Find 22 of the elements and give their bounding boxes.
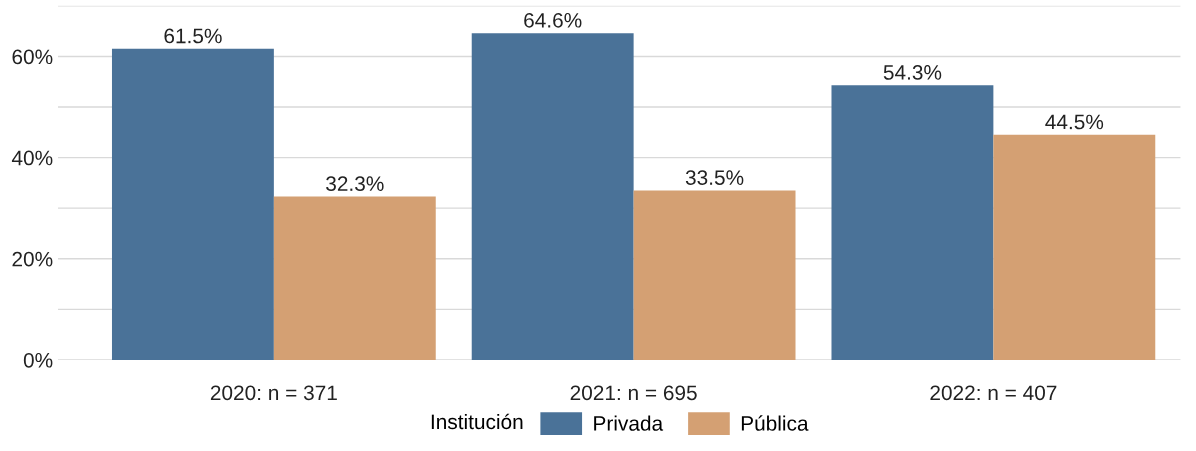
x-tick-label: 2021: n = 695 [570, 385, 697, 401]
data-label: 44.5% [1045, 114, 1104, 130]
legend-label: Pública [741, 415, 809, 431]
y-tick-label: 60% [12, 49, 53, 65]
bar [831, 85, 994, 360]
data-label: 33.5% [685, 170, 744, 185]
legend-label: Privada [594, 415, 664, 431]
x-tick-label: 2020: n = 371 [210, 385, 337, 401]
data-label: 32.3% [326, 176, 384, 192]
bar [273, 196, 436, 360]
data-label: 64.6% [524, 12, 582, 28]
legend-title: Institución [431, 413, 523, 430]
x-tick-label: 2022: n = 407 [930, 385, 1057, 401]
bar [633, 190, 796, 360]
data-label: 54.3% [883, 65, 942, 80]
bar [111, 48, 274, 360]
y-tick-label: 0% [23, 352, 53, 368]
y-tick-label: 20% [12, 251, 53, 267]
bar [993, 134, 1156, 360]
data-label: 61.5% [164, 28, 222, 44]
y-tick-label: 40% [11, 150, 53, 166]
bar [471, 33, 634, 360]
